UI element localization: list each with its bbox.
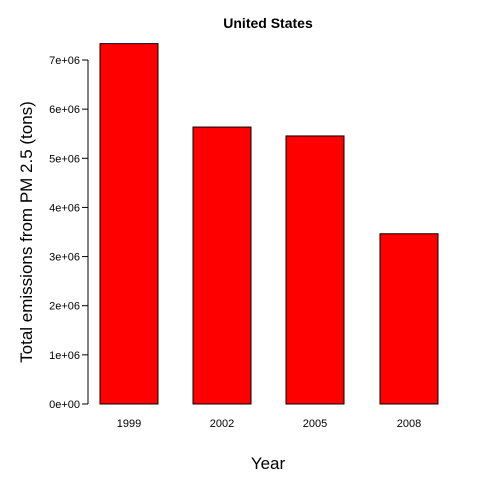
chart-title: United States — [223, 15, 313, 31]
y-axis-ticks: 0e+00 1e+06 2e+06 3e+06 4e+06 5e+06 6e+06 7e+06 — [49, 55, 88, 411]
x-tick-label: 1999 — [117, 418, 141, 430]
y-axis-title: Total emissions from PM 2.5 (tons) — [17, 101, 36, 363]
bars-group — [99, 43, 439, 405]
x-tick-label: 2002 — [210, 418, 234, 430]
bar-1999 — [99, 43, 159, 405]
x-tick-label: 2005 — [303, 418, 327, 430]
y-tick-label: 3e+06 — [49, 252, 80, 264]
x-axis-title: Year — [251, 454, 286, 473]
bar-2008 — [379, 233, 439, 405]
y-tick-label: 0e+00 — [49, 399, 80, 411]
bar-2005 — [285, 135, 345, 405]
y-tick-label: 1e+06 — [49, 350, 80, 362]
y-tick-label: 4e+06 — [49, 202, 80, 214]
bar-2002 — [192, 126, 252, 405]
y-tick-label: 6e+06 — [49, 104, 80, 116]
y-tick-label: 5e+06 — [49, 153, 80, 165]
y-tick-label: 7e+06 — [49, 55, 80, 67]
y-tick-label: 2e+06 — [49, 301, 80, 313]
x-tick-label: 2008 — [397, 418, 421, 430]
x-axis-labels: 1999 2002 2005 2008 — [117, 418, 421, 430]
